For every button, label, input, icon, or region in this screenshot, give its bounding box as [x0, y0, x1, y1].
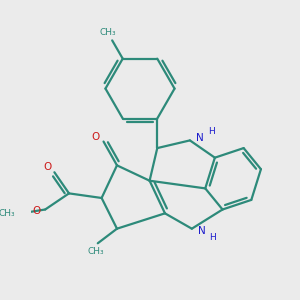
- Text: O: O: [33, 206, 41, 216]
- Text: H: H: [208, 128, 214, 136]
- Text: CH₃: CH₃: [0, 209, 15, 218]
- Text: CH₃: CH₃: [88, 247, 104, 256]
- Text: O: O: [44, 162, 52, 172]
- Text: CH₃: CH₃: [100, 28, 116, 37]
- Text: N: N: [198, 226, 206, 236]
- Text: N: N: [196, 134, 204, 143]
- Text: H: H: [210, 232, 216, 242]
- Text: O: O: [92, 132, 100, 142]
